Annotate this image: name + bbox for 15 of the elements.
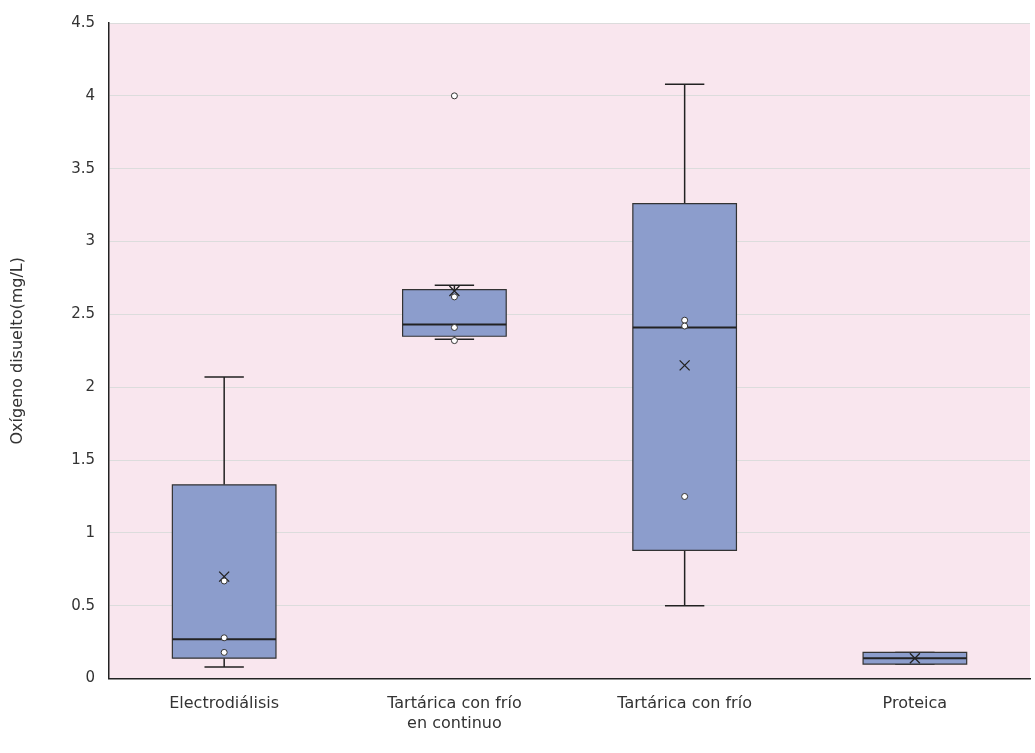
y-tick-label: 2.5 xyxy=(71,304,96,323)
y-tick-label: 1 xyxy=(85,522,96,541)
y-tick-label: 4.5 xyxy=(71,12,96,31)
y-axis-title: Oxígeno disuelto(mg/L) xyxy=(6,257,26,445)
x-tick-label: Tartárica con frío xyxy=(616,693,752,713)
x-tick-label: Tartárica con frío en continuo xyxy=(386,693,522,732)
y-tick-label: 3 xyxy=(85,231,96,250)
y-tick-label: 0.5 xyxy=(71,595,96,614)
y-tick-label: 3.5 xyxy=(71,158,96,177)
y-tick-label: 1.5 xyxy=(71,449,96,468)
y-tick-label: 2 xyxy=(85,377,96,396)
x-tick-label: Electrodiálisis xyxy=(169,693,280,713)
y-tick-label: 0 xyxy=(85,668,96,687)
y-tick-label: 4 xyxy=(85,85,96,104)
x-tick-label: Proteica xyxy=(882,693,948,713)
